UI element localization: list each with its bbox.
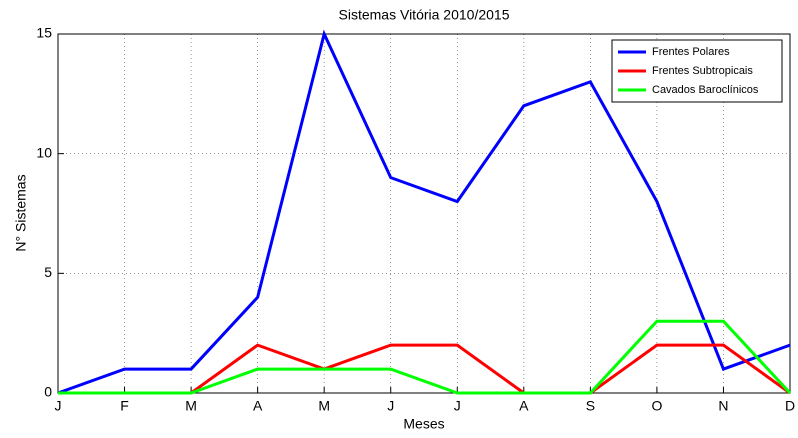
x-tick-label: J [387, 398, 394, 414]
legend-label: Frentes Polares [652, 46, 730, 58]
x-tick-label: M [185, 398, 197, 414]
x-tick-label: O [651, 398, 662, 414]
legend: Frentes Polares Frentes Subtropicais Cavad… [611, 39, 783, 103]
y-tick-label: 5 [44, 264, 52, 280]
y-axis-label: N° Sistemas [13, 174, 29, 251]
y-tick-label: 0 [44, 384, 52, 400]
x-tick-label: J [454, 398, 461, 414]
y-tick-label: 10 [36, 144, 52, 160]
x-tick-label: M [318, 398, 330, 414]
legend-label: Cavados Baroclínicos [652, 84, 759, 96]
x-tick-label: F [120, 398, 129, 414]
series-line [57, 29, 791, 395]
chart-title: Sistemas Vitória 2010/2015 [339, 7, 510, 23]
y-tick-label: 15 [36, 25, 52, 41]
x-tick-label: D [785, 398, 795, 414]
axes-box [57, 33, 791, 394]
x-tick-label: A [519, 398, 529, 414]
x-tick-label: N [718, 398, 728, 414]
x-tick-label: S [586, 398, 595, 414]
x-tick-label: A [253, 398, 263, 414]
series-line [58, 319, 792, 395]
x-axis-label: Meses [403, 416, 444, 432]
legend-label: Frentes Subtropicais [652, 65, 753, 77]
x-tick-label: J [55, 398, 62, 414]
